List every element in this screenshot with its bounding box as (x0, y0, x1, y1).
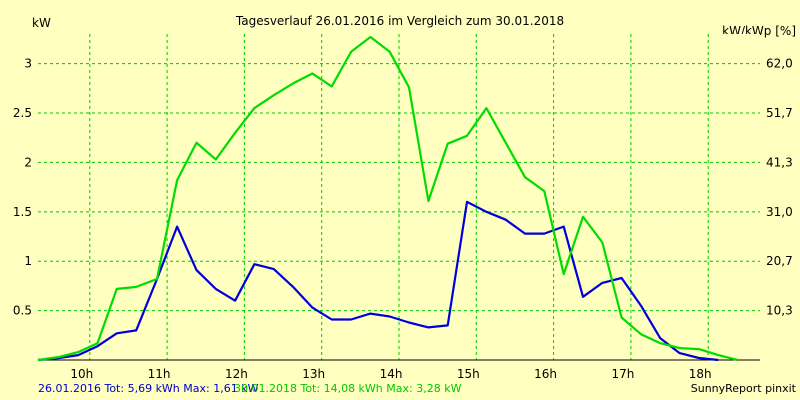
grid-layer (38, 34, 760, 360)
x-tick-label: 11h (148, 367, 171, 381)
y-left-tick-label: 0.5 (13, 304, 32, 318)
y-left-tick-label: 1.5 (13, 205, 32, 219)
y-right-tick-label: 62,0 (766, 57, 793, 71)
footer-series2-summary: 30.01.2018 Tot: 14,08 kWh Max: 3,28 kW (234, 382, 462, 395)
chart-title: Tagesverlauf 26.01.2016 im Vergleich zum… (235, 14, 564, 28)
x-tick-label: 17h (611, 367, 634, 381)
series-line-1 (37, 200, 719, 362)
left-axis-unit: kW (32, 16, 51, 30)
y-left-tick-label: 3 (24, 57, 32, 71)
x-tick-label: 16h (534, 367, 557, 381)
y-right-tick-label: 10,3 (766, 304, 793, 318)
y-right-tick-label: 31,0 (766, 205, 793, 219)
footer-credit: SunnyReport pinxit (691, 382, 797, 395)
y-left-tick-label: 1 (24, 254, 32, 268)
x-tick-label: 14h (380, 367, 403, 381)
footer-series1-summary: 26.01.2016 Tot: 5,69 kWh Max: 1,61 kW (38, 382, 259, 395)
y-right-tick-label: 41,3 (766, 155, 793, 169)
y-left-tick-label: 2.5 (13, 106, 32, 120)
series-layer (37, 35, 738, 362)
series-line-2 (37, 35, 738, 362)
x-tick-label: 10h (70, 367, 93, 381)
x-tick-label: 15h (457, 367, 480, 381)
y-left-tick-label: 2 (24, 155, 32, 169)
axis-layer: 10h 11h 12h 13h 14h 15h 16h 17h 18h 0.5 10,3 1 20,7 1… (13, 57, 793, 381)
y-right-tick-label: 20,7 (766, 254, 793, 268)
x-tick-label: 12h (225, 367, 248, 381)
y-right-tick-label: 51,7 (766, 106, 793, 120)
x-tick-label: 18h (689, 367, 712, 381)
x-tick-label: 13h (302, 367, 325, 381)
